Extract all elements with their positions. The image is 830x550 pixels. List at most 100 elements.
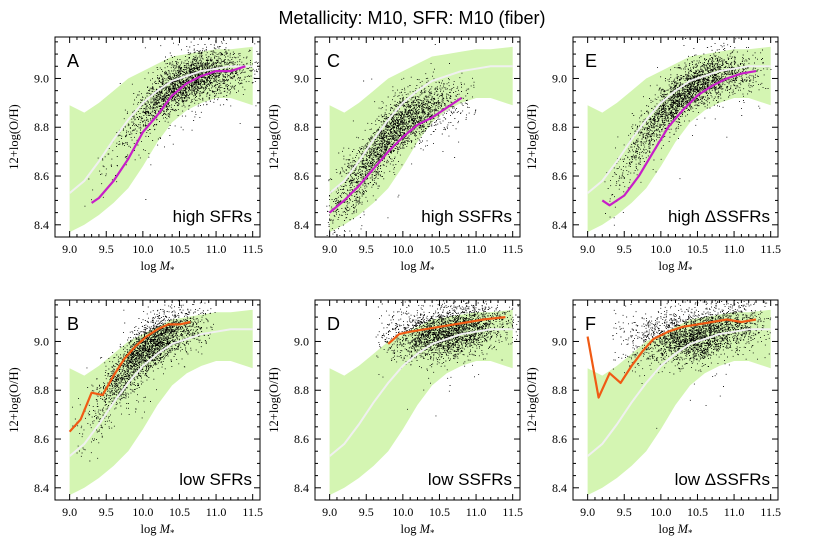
median-line xyxy=(328,65,513,194)
panel-e: 9.0 9.5 10.0 10.5 11.0 11.5 8.4 8.6 8.8 9.0 log M*… xyxy=(525,36,781,275)
x-tick-label: 10.0 xyxy=(650,505,671,519)
y-tick-label: 8.4 xyxy=(552,481,567,495)
y-axis-label: 12+log(O/H) xyxy=(7,367,21,432)
x-tick-label: 9.5 xyxy=(99,242,114,256)
y-tick-label: 8.6 xyxy=(34,432,49,446)
x-tick-label: 9.0 xyxy=(62,242,77,256)
x-tick-label: 10.5 xyxy=(169,505,190,519)
plot-area xyxy=(586,37,772,233)
scatter-points xyxy=(326,44,477,237)
x-tick-label: 10.5 xyxy=(429,505,450,519)
x-axis-label: log M* xyxy=(658,522,693,538)
x-tick-label: 9.0 xyxy=(322,505,337,519)
y-axis-label: 12+log(O/H) xyxy=(525,104,539,169)
y-tick-label: 8.4 xyxy=(294,218,309,232)
x-tick-label: 11.0 xyxy=(724,242,745,256)
y-tick-label: 9.0 xyxy=(34,334,49,348)
x-tick-label: 9.5 xyxy=(617,505,632,519)
panel-a: 9.0 9.5 10.0 10.5 11.0 11.5 8.4 8.6 8.8 9.0 log M*… xyxy=(7,36,263,275)
x-tick-label: 10.5 xyxy=(169,242,190,256)
y-axis-label: 12+log(O/H) xyxy=(525,367,539,432)
panel-letter: C xyxy=(327,51,340,71)
x-tick-label: 11.5 xyxy=(760,242,781,256)
x-tick-label: 10.0 xyxy=(650,242,671,256)
x-axis-label: log M* xyxy=(140,259,175,275)
panel-f: 9.0 9.5 10.0 10.5 11.0 11.5 8.4 8.6 8.8 9.0 log M*… xyxy=(525,299,781,538)
subsample-line xyxy=(387,316,506,345)
y-tick-label: 8.4 xyxy=(34,481,49,495)
y-tick-label: 8.6 xyxy=(294,169,309,183)
x-axis-label: log M* xyxy=(400,259,435,275)
x-tick-label: 10.0 xyxy=(392,242,413,256)
x-tick-label: 11.0 xyxy=(206,242,227,256)
figure-title: Metallicity: M10, SFR: M10 (fiber) xyxy=(278,8,545,28)
y-tick-label: 8.8 xyxy=(294,120,309,134)
y-tick-label: 8.8 xyxy=(552,383,567,397)
panel-label: low SFRs xyxy=(179,470,252,489)
reference-band xyxy=(587,309,771,496)
median-line xyxy=(328,328,513,457)
x-tick-label: 9.5 xyxy=(99,505,114,519)
x-tick-label: 11.0 xyxy=(466,242,487,256)
panel-label: high ΔSSFRs xyxy=(668,207,770,226)
y-tick-label: 8.4 xyxy=(552,218,567,232)
x-tick-label: 10.5 xyxy=(429,242,450,256)
x-tick-label: 9.5 xyxy=(359,242,374,256)
x-tick-label: 11.5 xyxy=(502,242,523,256)
panel-b: 9.0 9.5 10.0 10.5 11.0 11.5 8.4 8.6 8.8 9.0 log M*… xyxy=(7,299,263,538)
y-tick-label: 9.0 xyxy=(552,334,567,348)
plot-area xyxy=(586,300,772,496)
panel-letter: A xyxy=(67,51,79,71)
x-tick-label: 10.0 xyxy=(392,505,413,519)
median-line xyxy=(68,65,253,194)
y-tick-label: 8.6 xyxy=(552,169,567,183)
subsample-line xyxy=(328,97,463,214)
subsample-line xyxy=(90,65,246,204)
reference-band xyxy=(69,46,253,233)
y-tick-label: 9.0 xyxy=(294,71,309,85)
reference-band xyxy=(329,46,513,233)
y-tick-label: 8.4 xyxy=(34,218,49,232)
y-tick-label: 8.8 xyxy=(294,383,309,397)
x-tick-label: 11.0 xyxy=(206,505,227,519)
y-tick-label: 8.8 xyxy=(552,120,567,134)
panel-d: 9.0 9.5 10.0 10.5 11.0 11.5 8.4 8.6 8.8 9.0 log M*… xyxy=(267,299,523,538)
x-tick-label: 11.0 xyxy=(466,505,487,519)
y-tick-label: 9.0 xyxy=(552,71,567,85)
plot-area xyxy=(68,38,260,233)
panel-letter: B xyxy=(67,314,79,334)
x-tick-label: 11.0 xyxy=(724,505,745,519)
panel-letter: F xyxy=(585,314,596,334)
scatter-points xyxy=(603,37,772,226)
x-tick-label: 10.5 xyxy=(687,505,708,519)
reference-band xyxy=(329,309,513,496)
panel-label: low SSFRs xyxy=(428,470,512,489)
panel-label: low ΔSSFRs xyxy=(675,470,770,489)
panel-letter: E xyxy=(585,51,597,71)
x-tick-label: 11.5 xyxy=(242,242,263,256)
x-tick-label: 9.0 xyxy=(322,242,337,256)
x-tick-label: 11.5 xyxy=(760,505,781,519)
y-tick-label: 8.4 xyxy=(294,481,309,495)
plot-area xyxy=(326,44,513,237)
x-tick-label: 9.5 xyxy=(359,505,374,519)
y-tick-label: 9.0 xyxy=(34,71,49,85)
median-line xyxy=(586,65,771,194)
y-tick-label: 8.8 xyxy=(34,383,49,397)
x-tick-label: 9.0 xyxy=(62,505,77,519)
y-axis-label: 12+log(O/H) xyxy=(7,104,21,169)
median-line xyxy=(68,328,253,457)
panels: 9.0 9.5 10.0 10.5 11.0 11.5 8.4 8.6 8.8 9.0 log M*… xyxy=(7,36,781,538)
x-axis-label: log M* xyxy=(140,522,175,538)
y-tick-label: 8.6 xyxy=(552,432,567,446)
panel-label: high SSFRs xyxy=(421,207,512,226)
plot-area xyxy=(68,300,253,496)
subsample-line xyxy=(601,70,757,207)
x-tick-label: 9.0 xyxy=(580,242,595,256)
reference-band xyxy=(587,46,771,233)
x-axis-label: log M* xyxy=(400,522,435,538)
panel-letter: D xyxy=(327,314,340,334)
x-tick-label: 11.5 xyxy=(242,505,263,519)
x-tick-label: 10.5 xyxy=(687,242,708,256)
median-line xyxy=(586,328,771,457)
